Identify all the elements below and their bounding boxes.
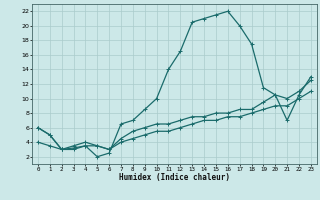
X-axis label: Humidex (Indice chaleur): Humidex (Indice chaleur) [119,173,230,182]
